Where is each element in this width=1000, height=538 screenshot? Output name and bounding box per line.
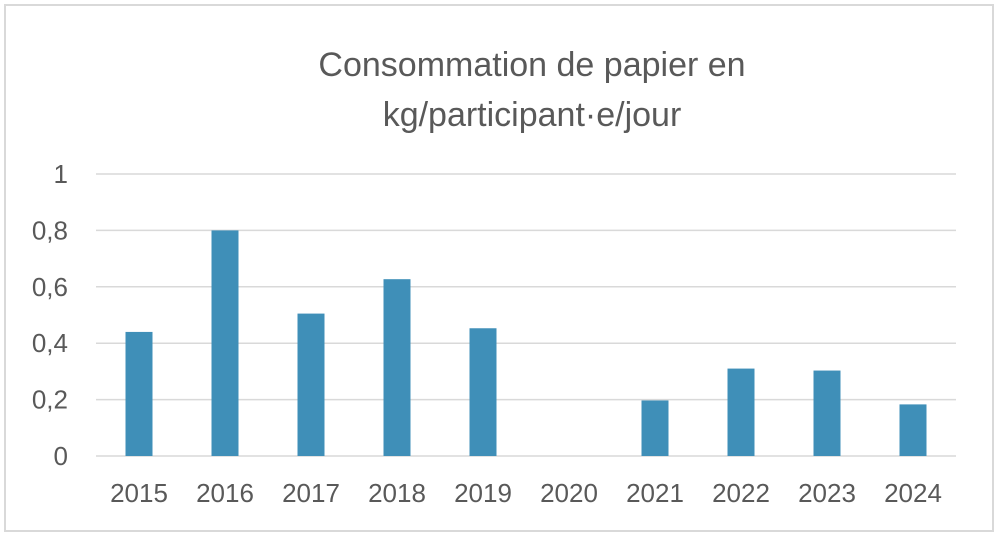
x-tick-label: 2017 xyxy=(282,478,340,508)
bar-2021 xyxy=(641,400,669,456)
bar-2018 xyxy=(383,279,411,456)
bar-2017 xyxy=(297,313,325,456)
y-tick-label: 0,6 xyxy=(32,272,68,302)
x-tick-label: 2022 xyxy=(712,478,770,508)
bar-2024 xyxy=(899,404,927,456)
x-tick-label: 2019 xyxy=(454,478,512,508)
x-tick-label: 2021 xyxy=(626,478,684,508)
y-tick-label: 0,4 xyxy=(32,328,68,358)
y-tick-label: 0 xyxy=(54,441,68,471)
chart-title-line-1: Consommation de papier en xyxy=(318,46,745,84)
bar-2022 xyxy=(727,368,755,456)
bar-chart: Consommation de papier en kg/participant… xyxy=(32,46,956,508)
bars xyxy=(125,230,927,456)
bar-2015 xyxy=(125,331,153,456)
chart-frame: Consommation de papier en kg/participant… xyxy=(4,4,994,532)
x-tick-label: 2015 xyxy=(110,478,168,508)
chart-title-line-2: kg/participant·e/jour xyxy=(383,96,682,134)
y-tick-label: 1 xyxy=(54,159,68,189)
y-tick-label: 0,2 xyxy=(32,385,68,415)
x-tick-label: 2016 xyxy=(196,478,254,508)
bar-2019 xyxy=(469,328,497,456)
x-tick-label: 2020 xyxy=(540,478,598,508)
y-tick-label: 0,8 xyxy=(32,215,68,245)
bar-2023 xyxy=(813,370,841,456)
y-axis-tick-labels: 0 0,2 0,4 0,6 0,8 1 xyxy=(32,159,68,471)
x-tick-label: 2018 xyxy=(368,478,426,508)
gridlines xyxy=(96,173,956,457)
bar-2016 xyxy=(211,230,239,456)
chart-title: Consommation de papier en kg/participant… xyxy=(318,46,745,134)
x-tick-label: 2023 xyxy=(798,478,856,508)
x-axis-tick-labels: 2015 2016 2017 2018 2019 2020 2021 2022 2023 2024 xyxy=(110,478,942,508)
x-tick-label: 2024 xyxy=(884,478,942,508)
